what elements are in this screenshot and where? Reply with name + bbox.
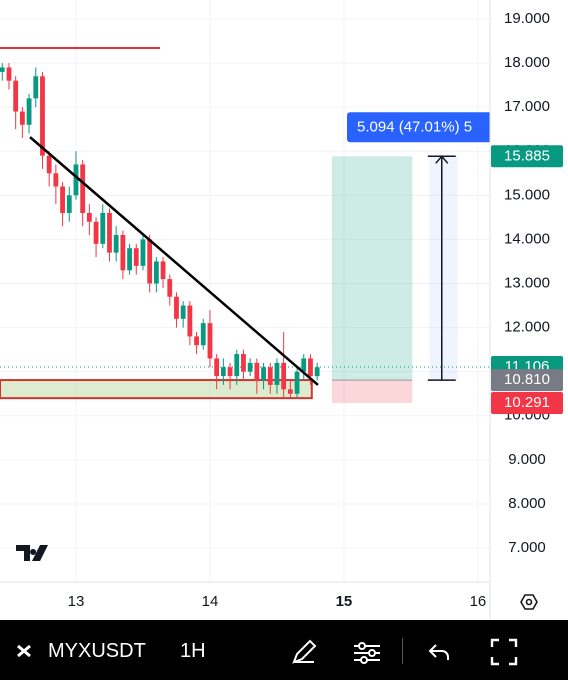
settings-button[interactable] [520,594,538,610]
y-tick-label: 12.000 [504,319,550,336]
candle-body [301,358,307,372]
candle-body [13,80,19,112]
candle-body [214,358,220,377]
candle-body [241,354,246,372]
price-badge [491,391,563,414]
toolbar: MYXUSDT 1H [0,620,568,680]
y-tick-label: 13.000 [504,274,550,291]
measure-arrow [435,155,449,164]
plot: 5.094 (47.01%) 5 [0,47,490,403]
candle-body [140,239,146,266]
candle-body [107,212,112,253]
candle-body [254,362,260,381]
y-tick-label: 15.000 [504,186,550,203]
tradingview-logo [16,545,48,561]
candle-body [294,371,300,394]
candle-body [73,164,79,196]
candle-body [93,221,99,244]
y-tick-label: 17.000 [504,98,550,115]
candle-body [0,67,5,72]
candle-body [207,323,213,359]
axes: 7.0008.0009.00010.00011.00012.00013.0001… [68,10,563,610]
exchange-icon [17,644,31,658]
candle-body [234,354,240,377]
measure-label: 5.094 (47.01%) 5 [357,118,472,135]
x-tick-label: 16 [470,593,487,610]
candle-body [66,195,72,213]
candle-body [220,367,226,377]
y-tick-label: 18.000 [504,54,550,71]
candle-body [53,173,59,187]
measure-band [429,156,458,381]
candle-body [187,305,193,337]
position-profit [331,156,413,381]
candle-body [40,76,45,156]
candle-body [200,323,206,346]
chart: 5.094 (47.01%) 5 7.0008.0009.00010.00011… [0,0,563,620]
trend-line [29,136,319,386]
symbol[interactable]: MYXUSDT [48,640,146,662]
candle-body [160,261,166,280]
candle-body [194,336,199,346]
candle-body [147,239,153,284]
grid [0,0,490,582]
fullscreen-button[interactable] [490,638,518,666]
candle-body [100,212,106,244]
y-tick-label: 8.000 [508,495,546,512]
price-badge-label: 15.885 [504,147,550,164]
candle-body [60,186,65,213]
candle-body [261,367,266,381]
position-loss [331,380,413,403]
price-badge [491,369,563,392]
x-tick-label: 14 [202,593,219,610]
candle-body [227,367,233,377]
candle-body [26,98,32,125]
y-tick-label: 9.000 [508,451,546,468]
price-badge-label: 10.291 [504,394,550,411]
candle-body [133,248,139,266]
candle-body [120,235,126,271]
candle-body [33,76,39,99]
candle-body [80,164,86,213]
candle-body [153,261,159,284]
interval[interactable]: 1H [180,640,206,662]
candle-body [127,248,132,271]
divider [402,638,403,664]
price-badge-label: 10.810 [504,371,550,388]
candle-body [46,155,52,174]
candle-body [113,235,119,253]
y-tick-label: 19.000 [504,10,550,27]
candle-body [287,389,293,394]
y-tick-label: 7.000 [508,539,546,556]
y-tick-label: 14.000 [504,230,550,247]
candle-body [167,279,173,297]
x-tick-label: 15 [336,593,353,610]
candle-body [6,67,12,81]
measure-label-bg [347,112,490,143]
candle-body [274,362,280,385]
draw-button[interactable] [290,638,318,666]
support-zone [0,379,313,400]
x-tick-label: 13 [68,593,85,610]
price-badge [491,145,563,168]
candle-body [281,362,287,390]
candle-body [19,111,25,125]
indicators-button[interactable] [352,640,382,666]
candle-body [174,296,179,319]
candle-body [308,358,313,377]
candle-body [180,305,186,319]
candle-body [247,362,253,372]
candle-body [267,367,273,385]
candle-body [86,212,92,222]
undo-button[interactable] [428,642,452,662]
candle-body [314,367,320,377]
